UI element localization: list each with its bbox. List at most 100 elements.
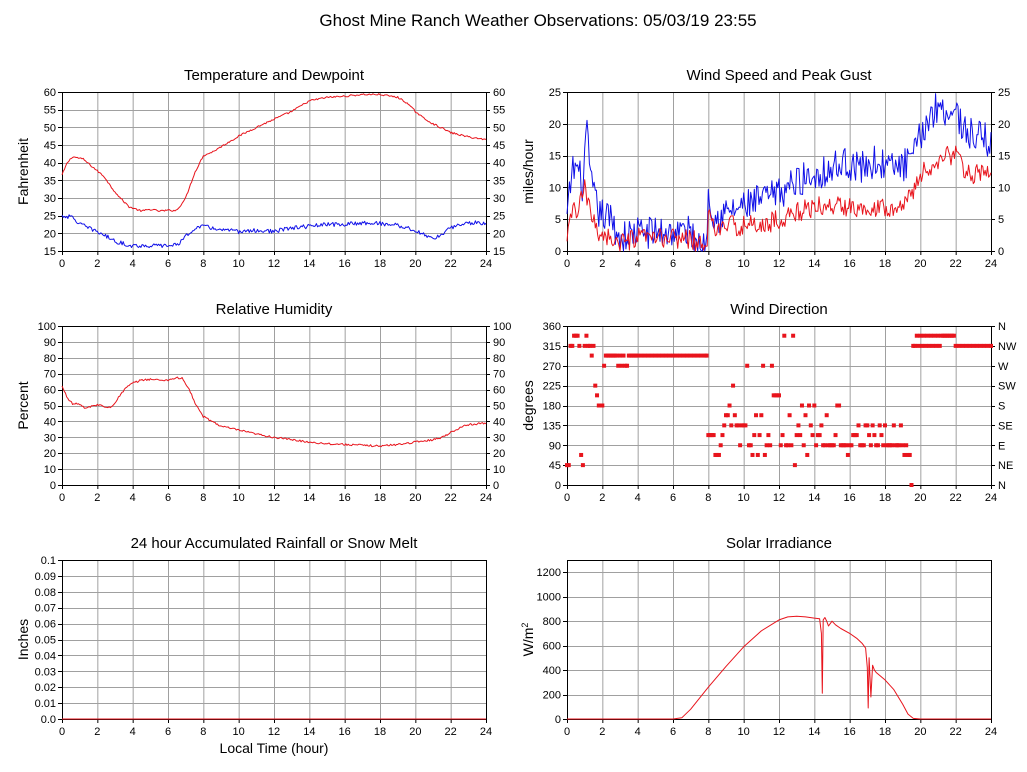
solar-xtick-label: 0 bbox=[564, 726, 570, 738]
wind_direction-point bbox=[909, 483, 914, 487]
wind_direction-point bbox=[743, 423, 748, 428]
humidity-xtick-label: 20 bbox=[409, 492, 421, 504]
wind_direction-point bbox=[805, 452, 810, 457]
wind_direction-xtick-label: 6 bbox=[670, 492, 676, 504]
temperature-title: Temperature and Dewpoint bbox=[184, 67, 365, 84]
wind_direction-point bbox=[868, 443, 873, 448]
wind_direction-point bbox=[591, 343, 596, 348]
wind_direction-point bbox=[989, 343, 993, 348]
temperature-grid bbox=[62, 92, 487, 252]
rainfall-xtick-label: 14 bbox=[303, 726, 315, 738]
wind_direction-point bbox=[660, 353, 665, 358]
temperature-ytick-label: 50 bbox=[44, 122, 56, 134]
wind_direction-point bbox=[877, 423, 882, 428]
wind_speed-xtick-label: 16 bbox=[844, 258, 856, 270]
wind_direction-point bbox=[762, 452, 767, 457]
wind_direction-point bbox=[685, 353, 690, 358]
solar-xtick-label: 18 bbox=[879, 726, 891, 738]
humidity-ytick-right-label: 10 bbox=[493, 464, 505, 476]
wind_direction-point bbox=[780, 433, 785, 438]
wind_direction-point bbox=[716, 452, 721, 457]
wind_direction-point bbox=[621, 353, 626, 358]
rainfall-xtick-label: 8 bbox=[200, 726, 206, 738]
humidity-ytick-label: 70 bbox=[44, 369, 56, 381]
wind_direction-point bbox=[787, 413, 792, 418]
wind_direction-point bbox=[913, 343, 918, 348]
wind_direction-point bbox=[678, 353, 683, 358]
wind_direction-point bbox=[845, 452, 850, 457]
wind_speed-ytick-label: 25 bbox=[549, 87, 561, 99]
wind_direction-point bbox=[803, 413, 808, 418]
temperature-xtick-label: 24 bbox=[480, 258, 492, 270]
wind_direction-point bbox=[861, 443, 866, 448]
rainfall-xtick-label: 18 bbox=[374, 726, 386, 738]
wind_direction-point bbox=[649, 353, 654, 358]
wind_direction-point bbox=[870, 423, 875, 428]
wind_direction-point bbox=[918, 333, 923, 338]
wind_direction-point bbox=[934, 343, 939, 348]
wind_direction-point bbox=[720, 433, 725, 438]
wind_direction-point bbox=[663, 353, 668, 358]
rainfall-xtick-label: 10 bbox=[233, 726, 245, 738]
humidity-ytick-right-label: 30 bbox=[493, 432, 505, 444]
wind_direction-point bbox=[925, 333, 930, 338]
humidity-xtick-label: 14 bbox=[303, 492, 315, 504]
wind_direction-point bbox=[792, 463, 797, 468]
wind_direction-point bbox=[799, 403, 804, 408]
wind_speed-xtick-label: 0 bbox=[564, 258, 570, 270]
wind_direction-point bbox=[593, 383, 598, 388]
wind_direction-point bbox=[971, 343, 976, 348]
wind_direction-point bbox=[600, 403, 605, 408]
wind_speed-xtick-label: 12 bbox=[773, 258, 785, 270]
temperature-ytick-right-label: 60 bbox=[493, 87, 505, 99]
temperature-ytick-label: 60 bbox=[44, 87, 56, 99]
rainfall-ytick-label: 0.04 bbox=[35, 650, 56, 662]
rainfall-xlabel: Local Time (hour) bbox=[220, 740, 329, 756]
wind_direction-point bbox=[752, 433, 757, 438]
wind_speed-title: Wind Speed and Peak Gust bbox=[686, 67, 872, 84]
temperature-ytick-right-label: 20 bbox=[493, 228, 505, 240]
solar-xtick-label: 22 bbox=[950, 726, 962, 738]
wind_direction-point bbox=[731, 383, 736, 388]
rainfall-xtick-label: 12 bbox=[268, 726, 280, 738]
wind_direction-ytick-label: 0 bbox=[555, 480, 561, 492]
wind_direction-point bbox=[920, 343, 925, 348]
wind_direction-point bbox=[937, 343, 942, 348]
wind_direction-ytick-label: 45 bbox=[549, 460, 561, 472]
wind_direction-point bbox=[789, 443, 794, 448]
wind_direction-point bbox=[595, 393, 600, 398]
wind_direction-point bbox=[745, 363, 750, 368]
temperature-ytick-right-label: 45 bbox=[493, 140, 505, 152]
wind_direction-point bbox=[754, 413, 759, 418]
wind_direction-point bbox=[635, 353, 640, 358]
wind_speed-ytick-label: 0 bbox=[555, 246, 561, 258]
wind_direction-ytick-right-label: NE bbox=[998, 460, 1013, 472]
wind_speed-xtick-label: 20 bbox=[914, 258, 926, 270]
wind_direction-point bbox=[619, 363, 624, 368]
wind_direction-point bbox=[777, 393, 781, 398]
wind_direction-point bbox=[819, 423, 824, 428]
wind_direction-point bbox=[704, 353, 709, 358]
wind_direction-point bbox=[759, 413, 764, 418]
humidity-xtick-label: 4 bbox=[130, 492, 136, 504]
wind_direction-point bbox=[875, 443, 880, 448]
wind_direction-point bbox=[575, 333, 580, 338]
temperature-ytick-right-label: 30 bbox=[493, 193, 505, 205]
wind_direction-ytick-label: 90 bbox=[549, 440, 561, 452]
temperature-ytick-right-label: 55 bbox=[493, 105, 505, 117]
wind_direction-point bbox=[967, 343, 972, 348]
rainfall-ytick-label: 0.0 bbox=[41, 714, 56, 726]
wind_direction-point bbox=[722, 423, 727, 428]
temperature-ytick-label: 20 bbox=[44, 228, 56, 240]
wind_direction-point bbox=[764, 443, 769, 448]
wind_direction-point bbox=[854, 433, 859, 438]
wind_direction-point bbox=[667, 353, 672, 358]
wind_direction-series bbox=[565, 333, 993, 487]
wind_direction-point bbox=[711, 433, 716, 438]
wind_direction-point bbox=[837, 403, 842, 408]
humidity-xtick-label: 16 bbox=[339, 492, 351, 504]
wind_direction-point bbox=[833, 433, 838, 438]
solar-xtick-label: 20 bbox=[914, 726, 926, 738]
wind_direction-ytick-label: 270 bbox=[543, 361, 561, 373]
